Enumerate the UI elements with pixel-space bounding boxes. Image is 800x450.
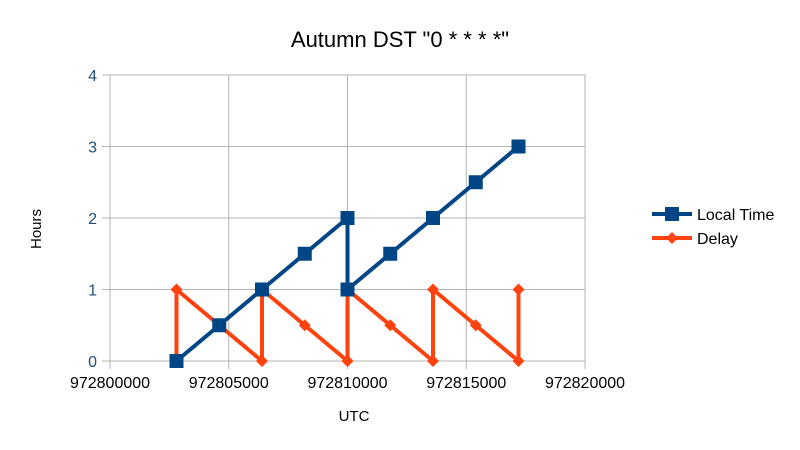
local-time-point bbox=[169, 354, 184, 368]
y-axis-label: Hours bbox=[28, 209, 45, 249]
delay-point bbox=[427, 355, 439, 367]
delay-point bbox=[427, 283, 439, 296]
x-tick-label: 972805000 bbox=[189, 375, 269, 392]
legend-item-delay: Delay bbox=[652, 231, 738, 248]
delay-point bbox=[298, 319, 311, 332]
local-time-point bbox=[255, 282, 269, 297]
series-layer bbox=[169, 139, 526, 368]
delay-point bbox=[512, 355, 525, 367]
y-tick-labels: 0 1 2 3 4 bbox=[88, 68, 97, 371]
legend-marker bbox=[665, 207, 679, 221]
x-tick-labels: 972800000 972805000 972810000 972815000 9728… bbox=[70, 375, 625, 392]
local-time-point bbox=[468, 175, 483, 190]
legend-label: Local Time bbox=[697, 207, 774, 224]
x-tick-label: 972800000 bbox=[70, 375, 150, 392]
delay-point bbox=[469, 319, 482, 332]
local-time-point bbox=[426, 211, 440, 225]
x-tick-label: 972810000 bbox=[307, 375, 387, 392]
legend-label: Delay bbox=[697, 231, 738, 248]
local-time-point bbox=[340, 211, 355, 225]
x-tick-label: 972815000 bbox=[426, 375, 506, 392]
x-axis-label: UTC bbox=[339, 408, 370, 425]
delay-line bbox=[174, 287, 521, 363]
y-tick-label: 3 bbox=[88, 140, 97, 157]
y-tick-label: 1 bbox=[88, 283, 97, 300]
local-time-point bbox=[383, 246, 398, 261]
delay-point bbox=[341, 355, 354, 367]
series-local-time bbox=[169, 139, 526, 368]
y-tick-label: 2 bbox=[88, 211, 97, 228]
delay-point bbox=[384, 319, 397, 332]
legend-item-local-time: Local Time bbox=[652, 207, 774, 224]
legend: Local Time Delay bbox=[652, 207, 774, 248]
delay-point bbox=[512, 283, 525, 296]
local-time-line bbox=[175, 144, 520, 363]
x-tick-label: 972820000 bbox=[545, 375, 625, 392]
chart-title: Autumn DST "0 * * * *" bbox=[291, 27, 509, 52]
y-tick-label: 0 bbox=[88, 354, 97, 371]
local-time-point bbox=[340, 282, 355, 297]
local-time-point bbox=[297, 246, 312, 261]
delay-point bbox=[256, 355, 268, 367]
legend-marker bbox=[666, 232, 678, 244]
local-time-point bbox=[212, 318, 227, 333]
y-tick-label: 4 bbox=[88, 68, 97, 85]
delay-point bbox=[170, 283, 183, 296]
local-time-point bbox=[511, 139, 526, 154]
